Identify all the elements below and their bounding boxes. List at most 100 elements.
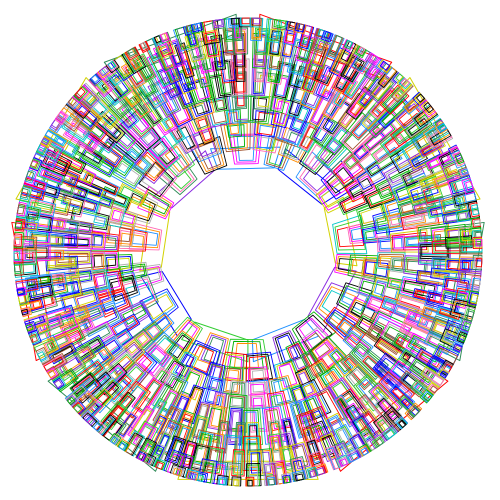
nested-loop — [283, 131, 306, 159]
nested-loop — [227, 111, 239, 135]
nested-loop — [152, 457, 167, 471]
nested-loop — [426, 152, 451, 170]
nested-loop — [65, 118, 88, 138]
nested-loop — [67, 396, 76, 406]
nested-loop — [278, 114, 308, 146]
nested-loop — [234, 452, 243, 474]
nested-loop — [147, 99, 174, 132]
nested-loop — [20, 306, 32, 318]
nested-loop — [434, 242, 465, 252]
nested-loop — [292, 106, 309, 131]
nested-loop — [30, 213, 67, 231]
nested-loop — [74, 288, 112, 312]
nested-loop — [245, 476, 255, 487]
nested-loop — [30, 159, 39, 168]
nested-loop — [70, 334, 106, 363]
nested-loop — [322, 30, 333, 41]
nested-loop — [461, 168, 469, 176]
nested-loop — [266, 475, 278, 486]
nested-loop — [323, 31, 332, 40]
nested-loop — [269, 392, 291, 430]
nested-loop — [389, 229, 429, 253]
nested-loop — [116, 97, 155, 138]
nested-loop — [164, 38, 187, 69]
nested-loop — [63, 161, 95, 185]
nested-loop — [141, 347, 167, 374]
nested-loop — [399, 296, 431, 312]
nested-loop — [426, 382, 440, 395]
nested-loop — [415, 269, 450, 288]
nested-loop — [383, 426, 398, 441]
nested-loop — [19, 186, 31, 201]
nested-loop — [228, 465, 239, 487]
nested-loop — [293, 471, 306, 482]
nested-loop — [300, 126, 318, 149]
nested-loop — [107, 74, 129, 97]
nested-loop — [343, 39, 354, 50]
nested-loop — [299, 69, 332, 111]
nested-loop — [123, 330, 151, 356]
nested-loop — [377, 59, 392, 73]
nested-loop — [189, 104, 209, 130]
nested-loop — [424, 369, 444, 386]
nested-loop — [117, 440, 129, 452]
nested-loop — [216, 62, 232, 95]
nested-loop — [185, 125, 223, 163]
nested-loop — [472, 236, 483, 250]
nested-loop — [172, 351, 197, 380]
nested-loop — [372, 112, 396, 135]
inner-cell — [323, 196, 358, 267]
nested-loop — [164, 145, 190, 173]
nested-loop — [380, 424, 399, 442]
nested-loop — [349, 256, 378, 279]
nested-loop — [16, 288, 24, 295]
nested-loop — [87, 377, 124, 414]
nested-loop — [475, 258, 483, 268]
nested-loop — [474, 237, 483, 248]
nested-loop — [149, 137, 179, 168]
nested-loop — [127, 47, 137, 57]
nested-loop — [172, 73, 193, 106]
nested-loop — [455, 192, 477, 205]
nested-loop — [55, 304, 91, 329]
nested-loop — [94, 363, 128, 396]
nested-loop — [301, 141, 331, 173]
nested-loop — [371, 89, 398, 117]
nested-loop — [159, 32, 170, 43]
nested-loop — [65, 122, 99, 152]
nested-loop — [159, 85, 193, 128]
nested-loop — [454, 153, 465, 165]
nested-loop — [137, 325, 160, 346]
nested-loop — [366, 186, 395, 207]
nested-loop — [349, 341, 389, 380]
nested-loop — [48, 342, 77, 365]
nested-loop — [130, 409, 152, 437]
nested-loop — [421, 390, 434, 403]
nested-loop — [61, 288, 98, 313]
nested-loop — [187, 472, 197, 481]
nested-loop — [190, 22, 203, 33]
nested-loop — [101, 293, 126, 313]
nested-loop — [255, 73, 276, 110]
nested-loop — [435, 121, 448, 135]
nested-loop — [414, 92, 426, 105]
nested-loop — [78, 325, 111, 349]
nested-loop — [231, 449, 246, 477]
nested-loop — [423, 392, 433, 402]
nested-loop — [399, 195, 435, 215]
nested-loop — [115, 380, 151, 419]
nested-loop — [232, 477, 241, 487]
nested-loop — [320, 30, 334, 43]
nested-loop — [323, 306, 359, 341]
nested-loop — [222, 436, 241, 470]
nested-loop — [106, 124, 147, 164]
nested-loop — [393, 234, 426, 249]
nested-loop — [14, 218, 26, 232]
nested-loop — [390, 279, 423, 294]
nested-loop — [280, 472, 293, 484]
nested-loop — [403, 280, 436, 299]
nested-loop — [416, 93, 426, 103]
nested-loop — [385, 428, 396, 440]
nested-loop — [339, 190, 368, 214]
nested-loop — [138, 366, 173, 406]
